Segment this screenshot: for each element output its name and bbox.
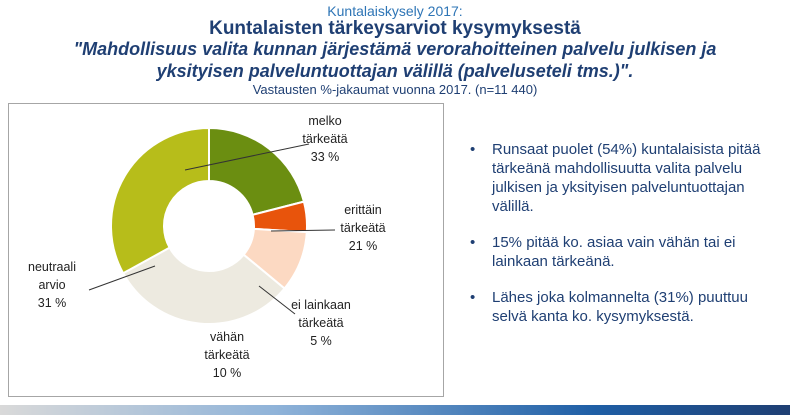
slice-label: vähän tärkeätä 10 %	[204, 330, 249, 380]
donut-slice	[121, 246, 286, 325]
leader-line	[258, 285, 296, 315]
chart-panel: erittäin tärkeätä 21 % ei lainkaan tärkeätä 5…	[8, 103, 444, 397]
bullet-text: Runsaat puolet (54%) kuntalaisista pitää…	[492, 141, 761, 215]
bullet-icon: •	[470, 234, 476, 251]
slice-category-label: erittäin	[344, 203, 382, 217]
slice-value-label: 21 %	[349, 239, 378, 253]
bullet-text: 15% pitää ko. asiaa vain vähän tai ei la…	[492, 234, 736, 270]
slice-value-label: 31 %	[38, 296, 67, 310]
leader-line	[270, 229, 336, 232]
slice-category-label: arvio	[38, 278, 65, 292]
donut-slice	[208, 126, 306, 217]
slice-category-label: tärkeätä	[340, 221, 385, 235]
leader-line	[184, 143, 310, 171]
bullet-list: • Runsaat puolet (54%) kuntalaisista pit…	[470, 140, 780, 343]
subtitle: Vastausten %-jakaumat vuonna 2017. (n=11…	[252, 82, 538, 97]
slice-category-label: tärkeätä	[204, 348, 249, 362]
bullet-icon: •	[470, 289, 476, 306]
question-line-1: "Mahdollisuus valita kunnan järjestämä v…	[73, 39, 717, 59]
footer-bar	[0, 405, 790, 415]
bullet-item: • Lähes joka kolmannelta (31%) puuttuu s…	[470, 288, 780, 326]
slice-category-label: melko	[308, 114, 341, 128]
slice-category-label: tärkeätä	[298, 316, 343, 330]
question-text: "Mahdollisuus valita kunnan järjestämä v…	[0, 38, 790, 82]
slice-label: neutraali arvio 31 %	[28, 260, 76, 310]
slice-label: erittäin tärkeätä 21 %	[340, 203, 385, 253]
bullet-item: • Runsaat puolet (54%) kuntalaisista pit…	[470, 140, 780, 216]
question-line-2: yksityisen palveluntuottajan välillä (pa…	[156, 61, 634, 81]
leader-line	[88, 265, 156, 291]
slice-value-label: 10 %	[213, 366, 242, 380]
bullet-icon: •	[470, 141, 476, 158]
slice-label: ei lainkaan tärkeätä 5 %	[291, 298, 351, 348]
donut-chart: erittäin tärkeätä 21 % ei lainkaan tärkeätä 5…	[28, 114, 386, 380]
slice-value-label: 5 %	[310, 334, 332, 348]
slice-category-label: ei lainkaan	[291, 298, 351, 312]
slice-category-label: neutraali	[28, 260, 76, 274]
page-title: Kuntalaisten tärkeysarviot kysymyksestä	[209, 18, 581, 39]
slice-category-label: vähän	[210, 330, 244, 344]
donut-slice	[110, 126, 210, 275]
slice-value-label: 33 %	[311, 150, 340, 164]
slice-category-label: tärkeätä	[302, 132, 347, 146]
slice-label: melko tärkeätä 33 %	[302, 114, 347, 164]
kicker-text: Kuntalaiskysely 2017:	[327, 3, 463, 19]
bullet-item: • 15% pitää ko. asiaa vain vähän tai ei …	[470, 233, 780, 271]
bullet-text: Lähes joka kolmannelta (31%) puuttuu sel…	[492, 289, 748, 325]
